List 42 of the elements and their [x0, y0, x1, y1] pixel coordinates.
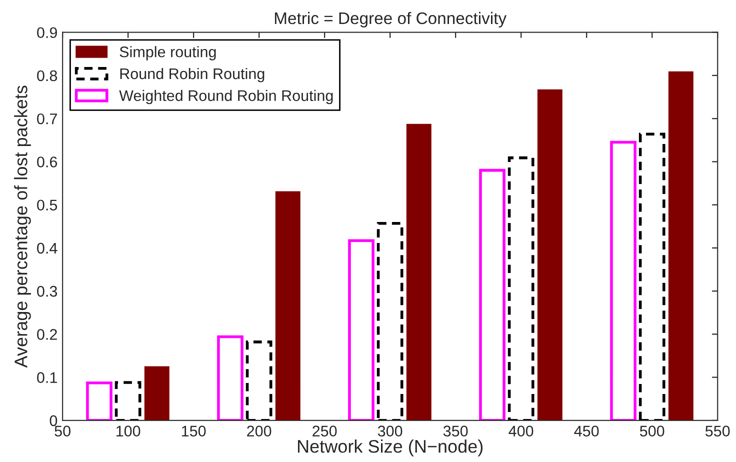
bar	[508, 156, 534, 420]
bar	[638, 132, 666, 420]
bar	[217, 335, 244, 420]
bar	[479, 168, 506, 420]
bar	[376, 222, 404, 420]
x-tick-label: 200	[247, 426, 272, 437]
bar	[668, 71, 694, 420]
legend-label: Weighted Round Robin Routing	[119, 90, 333, 104]
y-tick-label: 0	[50, 415, 58, 426]
x-tick-label: 300	[378, 426, 402, 437]
x-axis-title: Network Size (N−node)	[298, 440, 483, 456]
y-axis-title: Average percentage of lost packets	[14, 86, 31, 368]
bar	[86, 382, 112, 420]
legend-label: Round Robin Routing	[120, 68, 264, 82]
x-tick-label: 50	[54, 426, 70, 437]
x-tick-label: 400	[508, 426, 534, 437]
y-tick-label: 0.4	[37, 242, 58, 254]
x-tick-label: 100	[116, 426, 140, 437]
x-tick-label: 550	[705, 426, 730, 437]
chart-title: Metric = Degree of Connectivity	[274, 12, 507, 28]
y-tick-label: 0.3	[37, 286, 58, 297]
bar	[275, 191, 300, 420]
y-tick-label: 0.9	[37, 27, 57, 38]
y-tick-label: 0.7	[37, 113, 57, 124]
bar	[406, 124, 432, 420]
y-tick-label: 0.2	[37, 329, 57, 340]
x-tick-label: 450	[574, 426, 599, 437]
y-tick-label: 0.6	[37, 156, 58, 168]
bar	[610, 140, 636, 420]
x-tick-label: 350	[443, 426, 468, 437]
y-tick-label: 0.1	[37, 372, 57, 383]
bar	[537, 89, 562, 420]
legend-label: Simple routing	[120, 46, 216, 60]
x-tick-label: 150	[182, 426, 206, 437]
bar	[114, 381, 142, 420]
x-tick-label: 500	[640, 426, 664, 437]
x-tick-label: 250	[312, 426, 337, 437]
bar	[348, 239, 374, 420]
y-tick-label: 0.8	[37, 70, 58, 82]
bar	[144, 366, 170, 420]
bar	[246, 340, 272, 420]
y-tick-label: 0.5	[37, 200, 58, 211]
